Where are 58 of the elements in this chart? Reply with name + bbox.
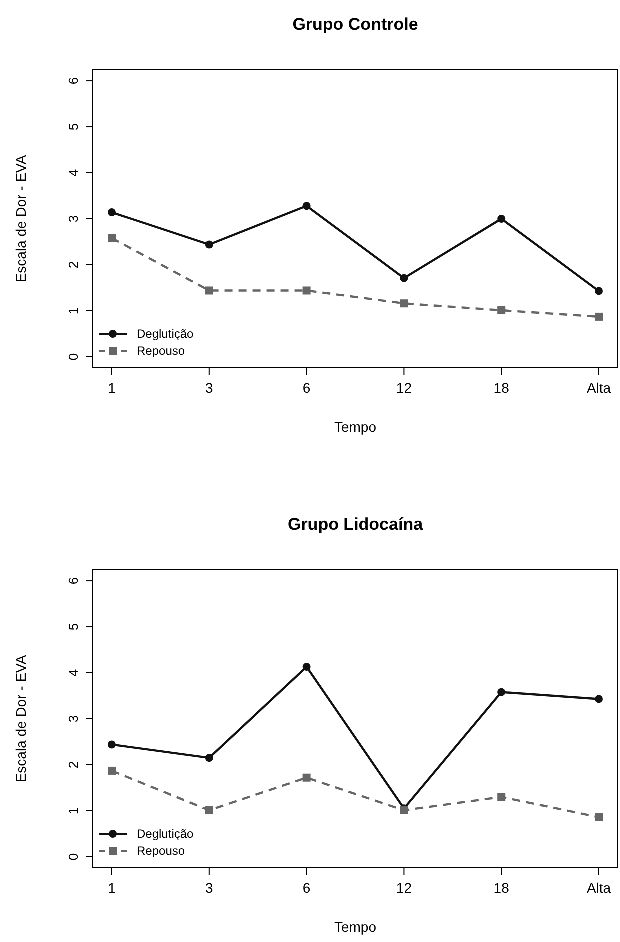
y-tick-label: 1 (66, 807, 81, 815)
point (302, 202, 311, 210)
y-tick-label: 5 (66, 123, 81, 131)
y-tick-label: 6 (66, 577, 81, 585)
point (108, 766, 116, 775)
y-axis-title: Escala de Dor - EVA (13, 154, 29, 283)
point (108, 740, 116, 749)
y-tick-label: 1 (66, 307, 81, 315)
x-tick-label: 18 (494, 880, 510, 896)
point (205, 754, 214, 762)
y-axis-title: Escala de Dor - EVA (13, 654, 29, 783)
point (498, 688, 506, 696)
x-tick-label: 3 (206, 880, 214, 896)
x-tick-label: Alta (586, 880, 612, 896)
legend-label: Repouso (137, 844, 186, 858)
point (108, 208, 116, 217)
x-tick-label: 1 (108, 880, 116, 896)
y-tick-label: 6 (66, 77, 81, 85)
y-tick-label: 3 (66, 215, 81, 223)
point (400, 300, 408, 308)
point (595, 695, 603, 704)
y-tick-label: 5 (66, 623, 81, 631)
x-tick-label: 12 (396, 380, 412, 396)
x-tick-label: 3 (206, 380, 214, 396)
x-tick-label: 12 (396, 880, 412, 896)
x-axis-title: Tempo (334, 419, 377, 435)
point (498, 793, 506, 802)
point (595, 813, 603, 822)
point (108, 234, 116, 242)
x-tick-label: Alta (586, 380, 612, 396)
y-tick-label: 2 (66, 761, 81, 769)
y-tick-label: 3 (66, 715, 81, 723)
point (595, 312, 603, 321)
point (205, 806, 214, 815)
point (595, 287, 603, 296)
point (302, 774, 311, 782)
x-tick-label: 6 (302, 380, 311, 396)
point (302, 663, 311, 672)
point (302, 286, 311, 295)
y-tick-label: 0 (66, 353, 81, 361)
x-axis-title: Tempo (334, 919, 377, 935)
x-tick-label: 1 (108, 380, 116, 396)
point (400, 274, 408, 282)
point (498, 215, 506, 223)
y-tick-label: 4 (66, 169, 81, 177)
point (205, 240, 214, 249)
point (498, 306, 506, 315)
legend-label: Deglutição (137, 827, 194, 841)
chart-title: Grupo Lidocaína (288, 515, 424, 534)
legend-label: Deglutição (137, 327, 194, 341)
y-tick-label: 2 (66, 261, 81, 269)
point (205, 286, 214, 295)
y-tick-label: 0 (66, 853, 81, 861)
legend-label: Repouso (137, 344, 186, 358)
x-tick-label: 6 (302, 880, 311, 896)
chart-title: Grupo Controle (292, 15, 418, 34)
x-tick-label: 18 (494, 380, 510, 396)
y-tick-label: 4 (66, 669, 81, 677)
